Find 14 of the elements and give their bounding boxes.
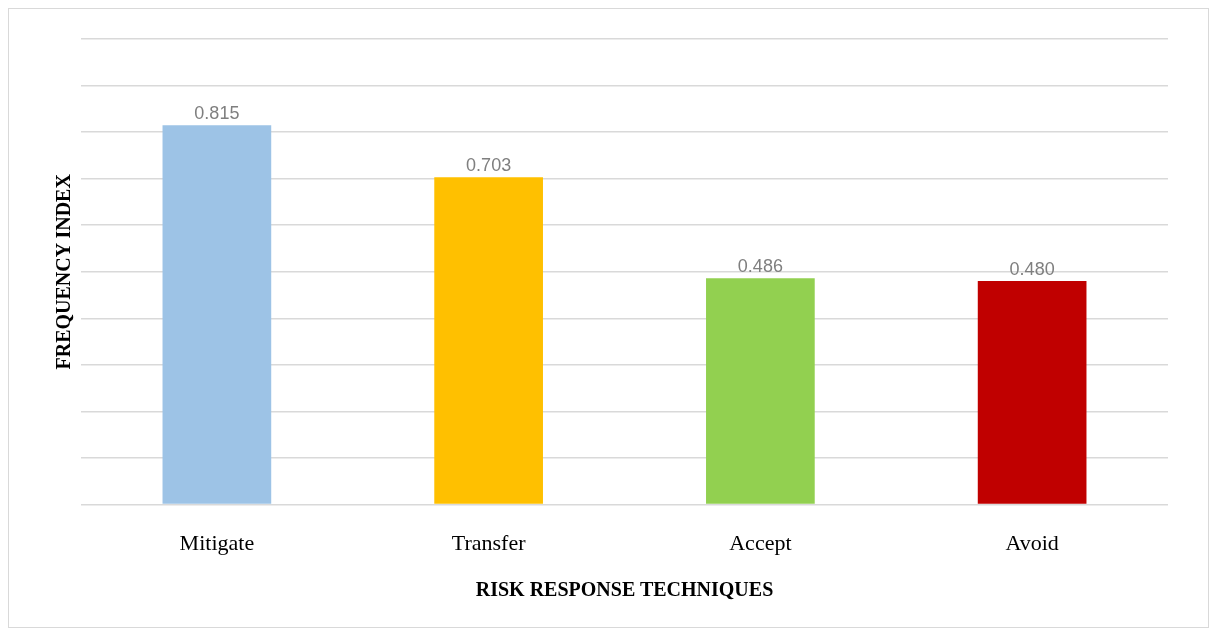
- bar: [977, 281, 1087, 504]
- bar: [162, 125, 272, 504]
- bar: [434, 177, 543, 504]
- data-label: 0.703: [466, 155, 512, 176]
- x-axis-title: RISK RESPONSE TECHNIQUES: [475, 578, 774, 601]
- y-axis-title: FREQUENCY INDEX: [52, 173, 75, 370]
- x-tick-label: Transfer: [451, 529, 527, 555]
- x-tick-label: Mitigate: [179, 529, 255, 555]
- x-tick-label: Accept: [729, 529, 792, 555]
- x-tick-label: Avoid: [1005, 529, 1059, 555]
- bar: [706, 278, 815, 504]
- data-label: 0.486: [737, 256, 783, 277]
- data-label: 0.815: [194, 103, 240, 124]
- data-label: 0.480: [1009, 259, 1055, 280]
